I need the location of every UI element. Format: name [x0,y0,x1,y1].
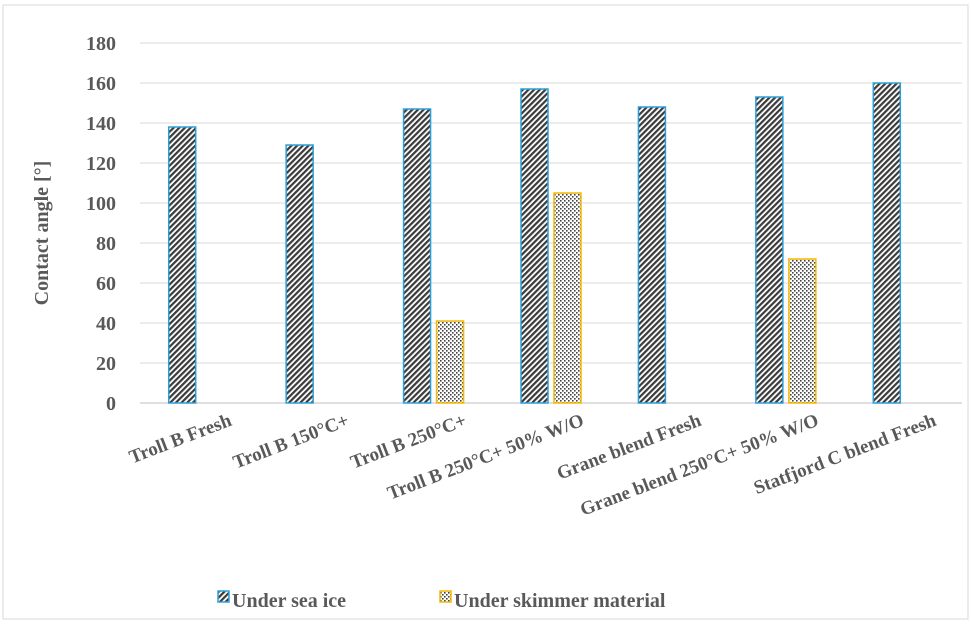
y-tick-label: 40 [96,313,116,335]
bar-under-sea-ice [167,126,197,404]
y-axis-title: Contact angle [°] [31,161,53,306]
y-tick-label: 80 [96,233,116,255]
legend: Under sea ice Under skimmer material [217,590,666,612]
y-tick-label: 0 [106,393,116,415]
y-tick-label: 60 [96,273,116,295]
y-tick-label: 180 [86,33,116,55]
chart-frame [2,4,969,620]
y-tick-label: 140 [86,113,116,135]
bar-under-sea-ice [872,82,902,404]
bar-under-sea-ice [637,106,667,404]
y-axis-ticks: 0 20 40 60 80 100 120 140 160 180 [86,33,116,415]
bar-under-sea-ice [755,96,784,404]
legend-swatch [439,590,452,603]
legend-swatch [217,590,230,603]
bar-under-skimmer-material [553,192,582,404]
legend-label: Under skimmer material [454,590,666,612]
bar-under-sea-ice [520,88,549,404]
y-tick-label: 100 [86,193,116,215]
bar-under-skimmer-material [788,258,817,404]
bars [167,82,902,404]
y-tick-label: 120 [86,153,116,175]
bar-under-sea-ice [402,108,432,404]
gridlines [140,42,962,404]
y-tick-label: 160 [86,73,116,95]
bar-under-sea-ice [285,144,314,404]
y-tick-label: 20 [96,353,116,375]
bar-under-skimmer-material [435,320,465,404]
legend-label: Under sea ice [232,590,346,612]
